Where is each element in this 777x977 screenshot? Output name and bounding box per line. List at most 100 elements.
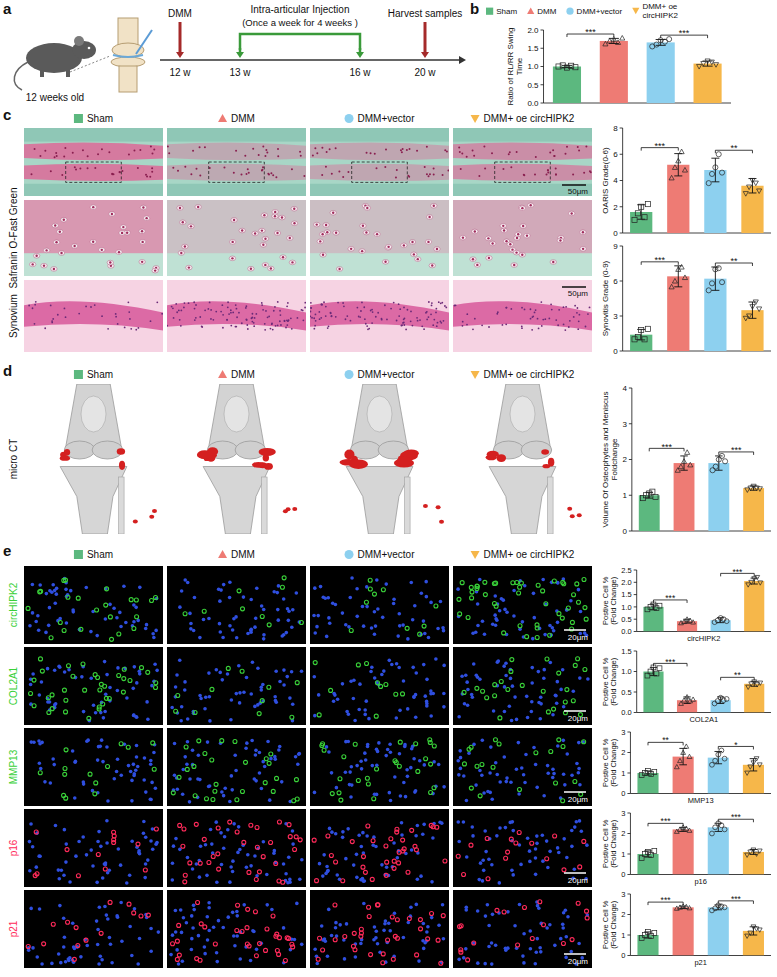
data-point <box>746 685 751 689</box>
nucleus <box>112 777 116 781</box>
nucleus <box>395 662 399 666</box>
cell <box>395 177 397 179</box>
cell <box>433 319 435 321</box>
cell <box>101 249 103 251</box>
cell <box>230 325 232 327</box>
data-point <box>755 575 760 579</box>
cell <box>502 225 504 227</box>
significance-label: *** <box>665 593 676 603</box>
cell <box>262 244 264 246</box>
y-tick <box>634 692 637 693</box>
cell <box>44 327 46 329</box>
cell <box>496 313 498 315</box>
positive-cell <box>134 598 138 602</box>
nucleus <box>89 676 93 680</box>
y-tick <box>541 48 544 49</box>
ct-bg <box>24 384 163 534</box>
cell <box>150 320 152 322</box>
data-point <box>713 267 718 272</box>
nucleus <box>353 719 357 723</box>
nucleus <box>203 707 207 711</box>
y-tick <box>629 495 632 496</box>
nucleus <box>151 632 155 636</box>
data-point <box>749 580 754 584</box>
cell <box>505 323 507 325</box>
cell <box>177 170 179 172</box>
lacuna <box>261 213 267 218</box>
positive-cell <box>101 702 105 706</box>
image <box>310 566 449 644</box>
nucleus <box>434 657 438 661</box>
error-stem <box>687 697 688 704</box>
cell <box>332 212 334 214</box>
cell <box>531 316 533 318</box>
data-point <box>758 581 763 585</box>
cell <box>365 231 367 233</box>
label-line: Sham <box>496 7 517 16</box>
cell <box>252 148 254 150</box>
arrow-head <box>356 52 364 58</box>
nucleus <box>38 583 42 587</box>
positive-cell <box>64 698 68 702</box>
bar <box>694 64 722 103</box>
tissue-bg <box>453 200 592 276</box>
positive-cell <box>475 585 479 589</box>
positive-cell <box>475 584 479 588</box>
nucleus <box>245 741 249 745</box>
data-point <box>667 37 672 42</box>
nucleus <box>282 668 286 672</box>
label-line: DMM <box>537 7 556 16</box>
lacuna <box>186 265 192 270</box>
nucleus <box>138 586 142 590</box>
nucleus <box>84 586 88 590</box>
cell <box>119 171 121 173</box>
data-point <box>682 275 687 280</box>
cell <box>207 308 209 310</box>
cell <box>92 241 94 243</box>
cell <box>400 149 402 151</box>
cell <box>303 175 305 177</box>
nucleus <box>373 676 377 680</box>
label: Intra-articular Injection <box>251 4 350 15</box>
scale-bar <box>562 184 586 186</box>
nucleus <box>471 695 475 699</box>
data-point <box>669 284 674 289</box>
nucleus <box>119 773 123 777</box>
nucleus <box>207 617 211 621</box>
nucleus <box>579 610 583 614</box>
cell <box>461 153 463 155</box>
timeline <box>160 59 462 61</box>
lacuna <box>336 267 342 272</box>
cell <box>183 307 185 309</box>
nucleus <box>381 616 385 620</box>
legend-label: DMM <box>231 113 255 124</box>
positive-cell <box>470 590 474 594</box>
lacuna <box>474 263 480 268</box>
positive-cell <box>557 612 561 616</box>
nucleus <box>375 578 379 582</box>
positive-cell <box>64 748 68 752</box>
cell <box>226 319 228 321</box>
positive-cell <box>584 617 588 621</box>
cell <box>150 145 152 147</box>
cell <box>127 301 129 303</box>
nucleus <box>34 620 38 624</box>
nucleus <box>365 605 369 609</box>
lacuna <box>229 240 235 245</box>
lacuna <box>401 243 407 248</box>
ct-bg <box>310 384 449 534</box>
cell <box>56 155 58 157</box>
error-cap <box>711 290 719 291</box>
positive-cell <box>494 581 498 585</box>
tissue-bg <box>310 128 449 196</box>
cell <box>403 244 405 246</box>
positive-cell <box>135 615 139 619</box>
nucleus <box>288 696 292 700</box>
cell <box>526 234 528 236</box>
cell <box>425 312 427 314</box>
nucleus <box>71 749 75 753</box>
y-tick-label: 1.0 <box>527 62 539 71</box>
cell <box>361 250 363 252</box>
cartilage <box>24 143 163 161</box>
cell <box>473 155 475 157</box>
